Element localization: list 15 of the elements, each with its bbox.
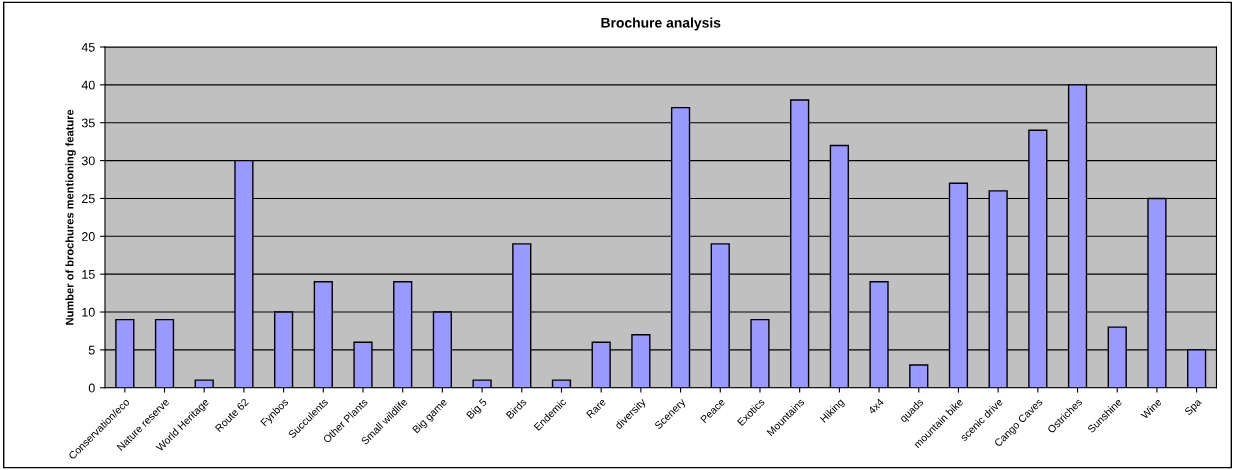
y-tick-label: 0 <box>88 383 95 393</box>
y-axis-title: Number of brochures mentioning feature <box>65 109 76 325</box>
x-tick-label: 4x4 <box>867 397 885 415</box>
y-tick-label: 35 <box>81 118 95 128</box>
y-tick-label: 20 <box>81 232 95 241</box>
x-tick-label: Big 5 <box>465 397 489 421</box>
y-tick-label: 45 <box>81 42 95 52</box>
y-tick-label: 10 <box>82 307 95 317</box>
chart-title: Brochure analysis <box>601 17 721 31</box>
x-tick-label: Spa <box>1184 397 1204 418</box>
y-tick-label: 30 <box>81 156 95 166</box>
y-tick-label: 25 <box>81 194 95 204</box>
y-tick-label: 40 <box>81 80 95 90</box>
y-tick-label: 5 <box>88 345 95 355</box>
y-tick-label: 15 <box>82 270 95 279</box>
